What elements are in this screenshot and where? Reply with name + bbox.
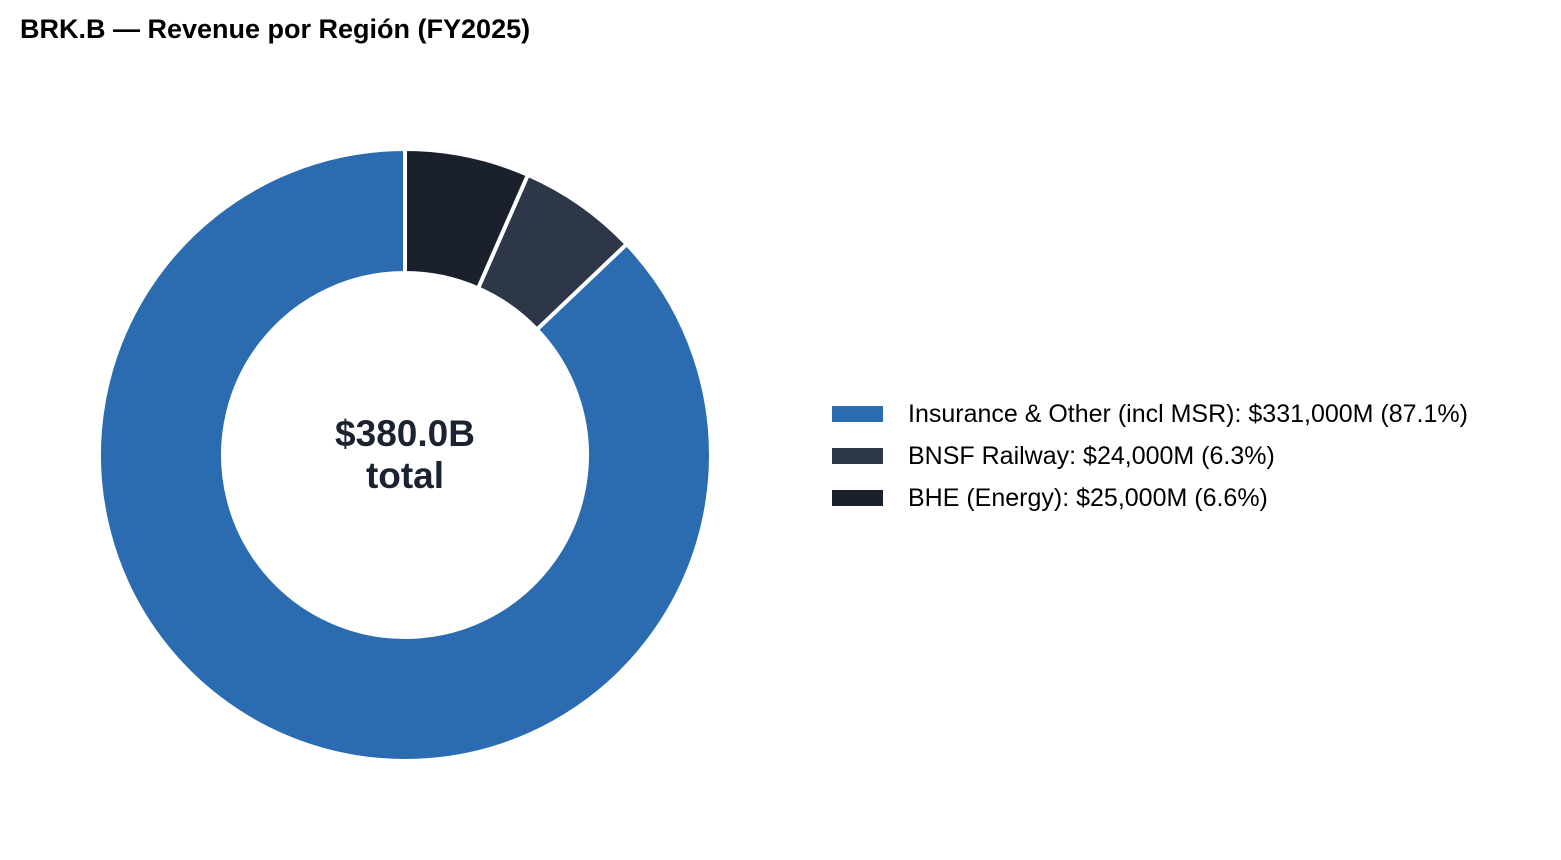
legend-label: BHE (Energy): $25,000M (6.6%): [908, 483, 1268, 512]
donut-slice-0: [97, 146, 713, 763]
donut-slices: [97, 146, 713, 763]
legend-swatch: [832, 490, 883, 506]
legend-item: BNSF Railway: $24,000M (6.3%): [832, 435, 1468, 477]
donut-slice-2: [403, 146, 531, 291]
chart-title: BRK.B — Revenue por Región (FY2025): [20, 14, 531, 44]
center-total-caption: total: [366, 455, 444, 496]
legend-item: BHE (Energy): $25,000M (6.6%): [832, 477, 1468, 519]
legend-swatch: [832, 406, 883, 422]
legend-label: BNSF Railway: $24,000M (6.3%): [908, 441, 1275, 470]
legend: Insurance & Other (incl MSR): $331,000M …: [832, 393, 1468, 519]
legend-swatch: [832, 448, 883, 464]
legend-item: Insurance & Other (incl MSR): $331,000M …: [832, 393, 1468, 435]
legend-label: Insurance & Other (incl MSR): $331,000M …: [908, 399, 1468, 428]
center-total-value: $380.0B: [335, 413, 475, 454]
donut-chart: $380.0B total: [97, 146, 713, 763]
